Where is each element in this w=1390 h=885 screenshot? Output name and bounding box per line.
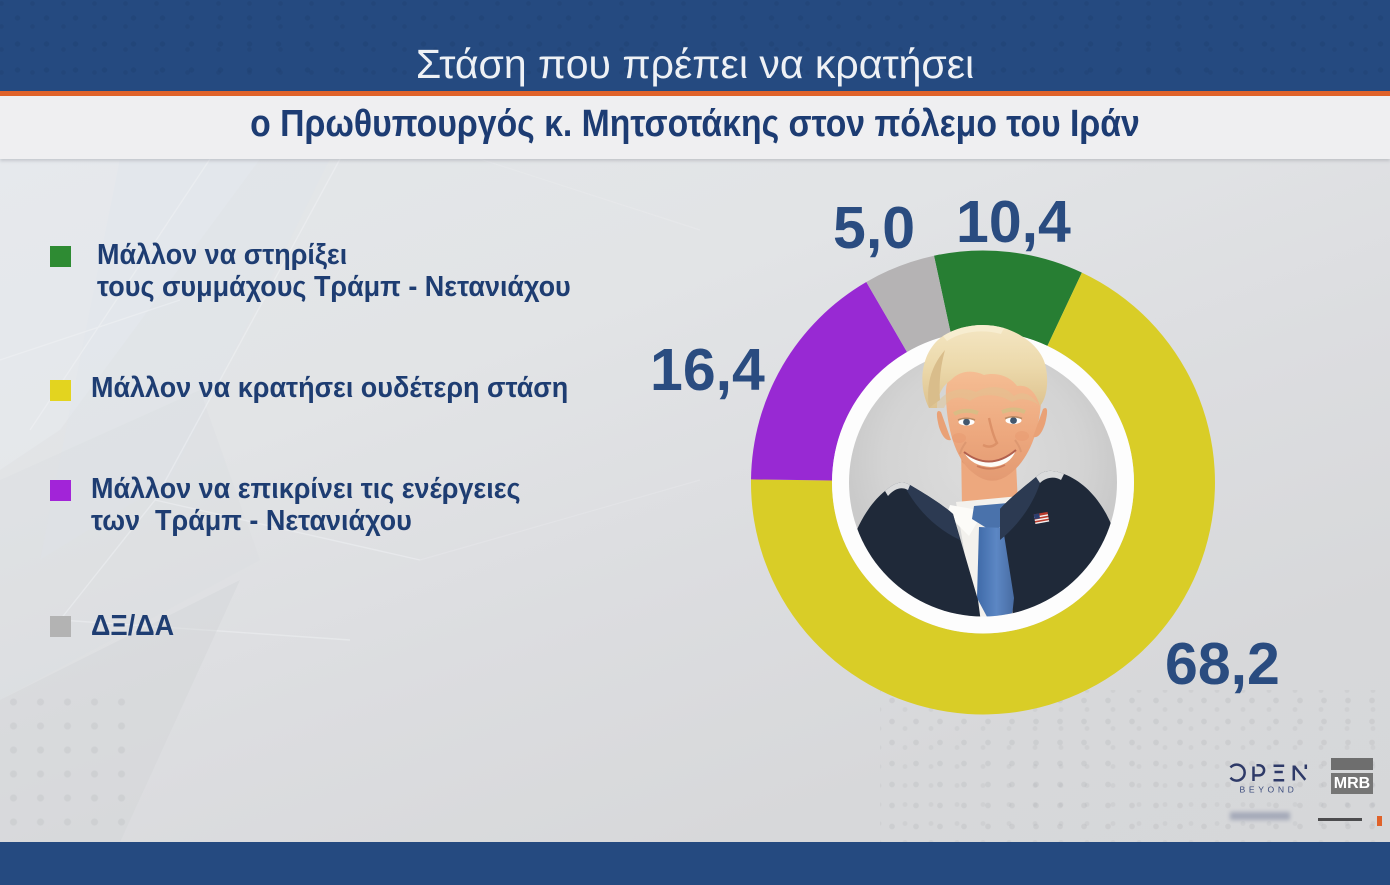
- svg-text:BEYOND: BEYOND: [1240, 785, 1298, 795]
